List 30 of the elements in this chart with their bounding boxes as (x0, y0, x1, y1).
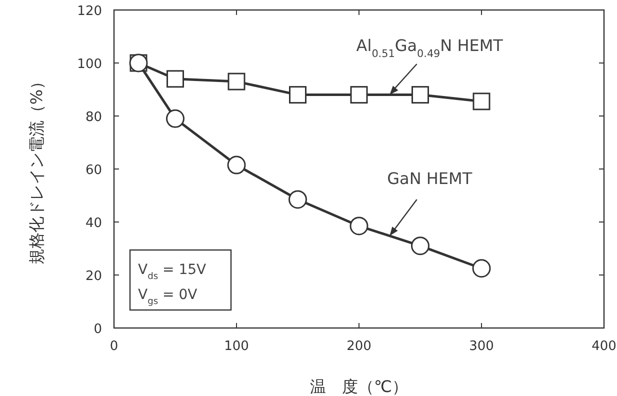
y-tick-label: 0 (94, 322, 102, 337)
y-tick-label: 60 (85, 163, 102, 178)
point (472, 259, 491, 278)
x-tick-label: 300 (469, 339, 494, 354)
x-tick-label: 400 (592, 339, 616, 354)
point (228, 72, 246, 90)
point (227, 156, 246, 174)
point (166, 70, 184, 88)
series-label: Al$_{0.51}$Ga$_{0.49}$N HEMT (356, 36, 504, 60)
y-tick-label: 100 (77, 57, 102, 72)
point (472, 92, 490, 110)
point (350, 86, 368, 104)
point (411, 236, 430, 256)
point (166, 109, 184, 128)
annotation: V$_{gs}$ = 0V (138, 287, 198, 307)
point (288, 190, 307, 209)
y-tick-label: 80 (85, 110, 102, 125)
text: GaN HEMT (387, 168, 472, 188)
x-tick-label: 100 (224, 339, 249, 354)
y-tick-label: 20 (85, 269, 102, 284)
y-axis-title: 規格化ドレイン電流（%） (27, 73, 46, 265)
point (350, 216, 368, 236)
point (289, 86, 306, 104)
point (412, 86, 429, 104)
x-axis-title: 温 度（℃） (310, 377, 408, 396)
x-tick-label: 0 (110, 339, 118, 354)
annotation: V$_{ds}$ = 15V (138, 262, 207, 282)
y-tick-label: 120 (77, 4, 102, 19)
y-tick-label: 40 (85, 216, 102, 231)
x-tick-label: 200 (346, 339, 372, 354)
